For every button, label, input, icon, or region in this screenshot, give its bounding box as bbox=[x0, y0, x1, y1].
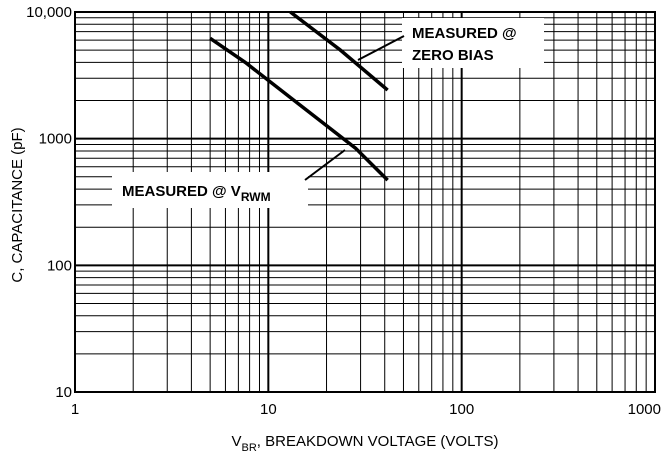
x-tick-label: 1 bbox=[71, 401, 79, 418]
annotation: MEASURED @ VRWM bbox=[122, 183, 271, 204]
y-tick-label: 10 bbox=[55, 384, 72, 401]
annotation-arrow bbox=[357, 35, 405, 61]
annotation: ZERO BIAS bbox=[412, 47, 494, 64]
y-tick-label: 1000 bbox=[39, 131, 72, 148]
annotation-arrow bbox=[304, 149, 346, 181]
plot-frame bbox=[74, 11, 656, 393]
y-axis-label: C, CAPACITANCE (pF) bbox=[9, 127, 26, 282]
annotation-box bbox=[112, 172, 308, 208]
annotation-sub: RWM bbox=[241, 190, 271, 204]
annotation-text: MEASURED @ V bbox=[122, 183, 241, 200]
series-line bbox=[289, 10, 389, 92]
annotation: MEASURED @ bbox=[412, 25, 517, 42]
x-tick-label: 1000 bbox=[628, 401, 661, 418]
series-line bbox=[209, 36, 389, 182]
x-tick-label: 10 bbox=[260, 401, 277, 418]
x-label-sub: BR bbox=[242, 442, 257, 454]
x-label-main: V bbox=[232, 433, 242, 450]
lines bbox=[209, 10, 389, 182]
x-label-rest: , BREAKDOWN VOLTAGE (VOLTS) bbox=[257, 433, 499, 450]
y-tick-label: 10,000 bbox=[26, 4, 72, 21]
y-tick-label: 100 bbox=[47, 257, 72, 274]
annotation-box bbox=[402, 18, 544, 68]
x-axis-label: VBR, BREAKDOWN VOLTAGE (VOLTS) bbox=[232, 433, 499, 454]
grid bbox=[74, 11, 656, 393]
x-tick-label: 100 bbox=[449, 401, 474, 418]
